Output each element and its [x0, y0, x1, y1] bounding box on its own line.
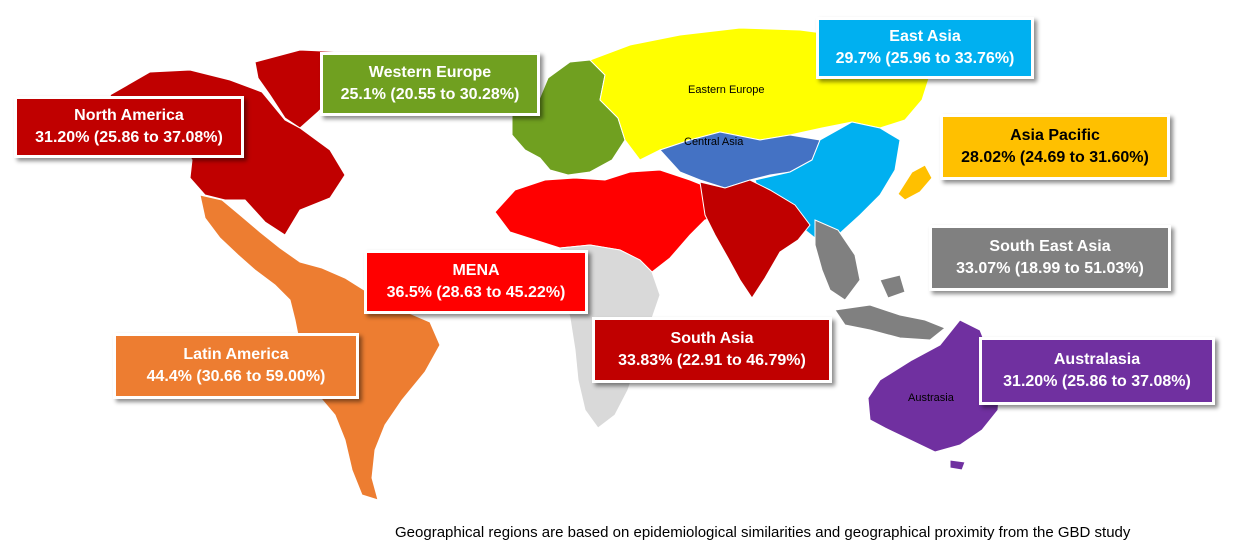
asia-pacific-value: 28.02% (24.69 to 31.60%) — [961, 149, 1149, 166]
south-east-asia-value: 33.07% (18.99 to 51.03%) — [956, 260, 1144, 277]
south-asia-value: 33.83% (22.91 to 46.79%) — [618, 352, 806, 369]
east-asia-title: East Asia — [889, 28, 961, 45]
label-western-europe: Western Europe 25.1% (20.55 to 30.28%) — [320, 52, 540, 116]
north-america-value: 31.20% (25.86 to 37.08%) — [35, 129, 223, 146]
label-north-america: North America 31.20% (25.86 to 37.08%) — [14, 96, 244, 158]
label-australasia: Australasia 31.20% (25.86 to 37.08%) — [979, 337, 1215, 405]
label-south-east-asia: South East Asia 33.07% (18.99 to 51.03%) — [929, 225, 1171, 291]
asia-pacific-title: Asia Pacific — [1010, 127, 1100, 144]
australasia-value: 31.20% (25.86 to 37.08%) — [1003, 373, 1191, 390]
map-label-austrasia: Austrasia — [908, 392, 954, 404]
east-asia-value: 29.7% (25.96 to 33.76%) — [835, 50, 1015, 67]
region-south-asia — [699, 179, 811, 299]
mena-value: 36.5% (28.63 to 45.22%) — [386, 284, 566, 301]
region-south-east-asia — [814, 219, 946, 341]
region-asia-pacific — [897, 164, 933, 201]
western-europe-title: Western Europe — [368, 64, 492, 81]
footnote: Geographical regions are based on epidem… — [395, 524, 1131, 541]
map-label-central-asia: Central Asia — [684, 136, 744, 148]
mena-title: MENA — [452, 262, 500, 279]
map-label-eastern-europe: Eastern Europe — [688, 84, 765, 96]
label-mena: MENA 36.5% (28.63 to 45.22%) — [364, 250, 588, 314]
western-europe-value: 25.1% (20.55 to 30.28%) — [340, 86, 520, 103]
north-america-title: North America — [74, 107, 184, 124]
latin-america-value: 44.4% (30.66 to 59.00%) — [146, 368, 326, 385]
label-latin-america: Latin America 44.4% (30.66 to 59.00%) — [113, 333, 359, 399]
australasia-title: Australasia — [1053, 351, 1141, 368]
label-east-asia: East Asia 29.7% (25.96 to 33.76%) — [816, 17, 1034, 79]
label-south-asia: South Asia 33.83% (22.91 to 46.79%) — [592, 317, 832, 383]
region-australasia — [867, 319, 1001, 471]
label-asia-pacific: Asia Pacific 28.02% (24.69 to 31.60%) — [940, 114, 1170, 180]
latin-america-title: Latin America — [183, 346, 289, 363]
south-east-asia-title: South East Asia — [989, 238, 1111, 255]
south-asia-title: South Asia — [670, 330, 754, 347]
